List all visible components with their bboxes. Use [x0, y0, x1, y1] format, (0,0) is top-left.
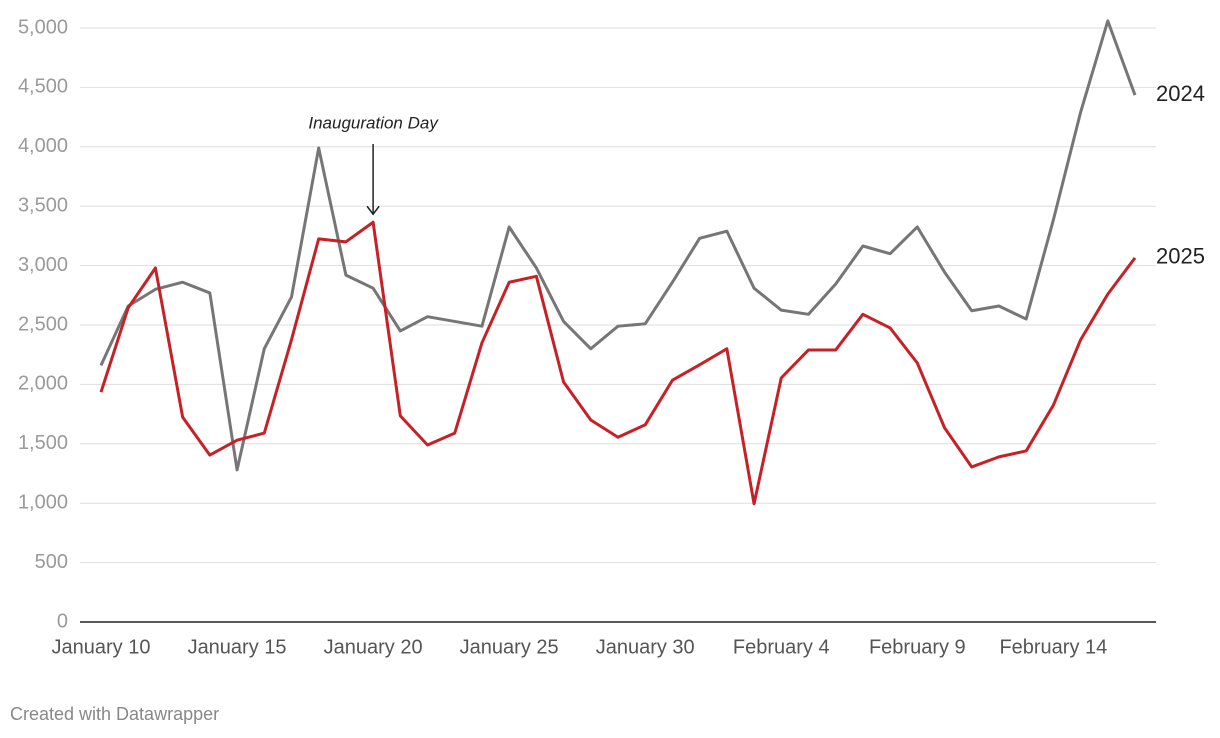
y-tick-label: 1,000: [18, 491, 68, 513]
footer: Created with Datawrapper: [10, 704, 219, 724]
y-tick-label: 5,000: [18, 16, 68, 38]
y-tick-label: 2,500: [18, 313, 68, 335]
x-tick-label: January 15: [188, 636, 287, 658]
x-tick-label: January 20: [324, 636, 423, 658]
y-tick-label: 1,500: [18, 432, 68, 454]
annotation: Inauguration Day: [308, 113, 439, 132]
y-tick-label: 0: [57, 610, 68, 632]
y-tick-label: 3,500: [18, 194, 68, 216]
y-tick-label: 2,000: [18, 373, 68, 395]
series-line: [99, 220, 1137, 506]
x-tick-label: January 25: [460, 636, 559, 658]
y-tick-label: 500: [35, 551, 68, 573]
series-label: 2025: [1156, 244, 1205, 269]
y-tick-label: 4,500: [18, 76, 68, 98]
series-line: [99, 19, 1137, 472]
annotation-arrowhead: [366, 205, 380, 216]
x-tick-label: January 10: [52, 636, 151, 658]
y-tick-label: 3,000: [18, 254, 68, 276]
x-tick-label: January 30: [596, 636, 695, 658]
x-tick-label: February 4: [733, 636, 830, 658]
x-tick-label: February 14: [999, 636, 1107, 658]
x-tick-label: February 9: [869, 636, 966, 658]
y-tick-label: 4,000: [18, 135, 68, 157]
series-label: 2024: [1156, 81, 1205, 106]
